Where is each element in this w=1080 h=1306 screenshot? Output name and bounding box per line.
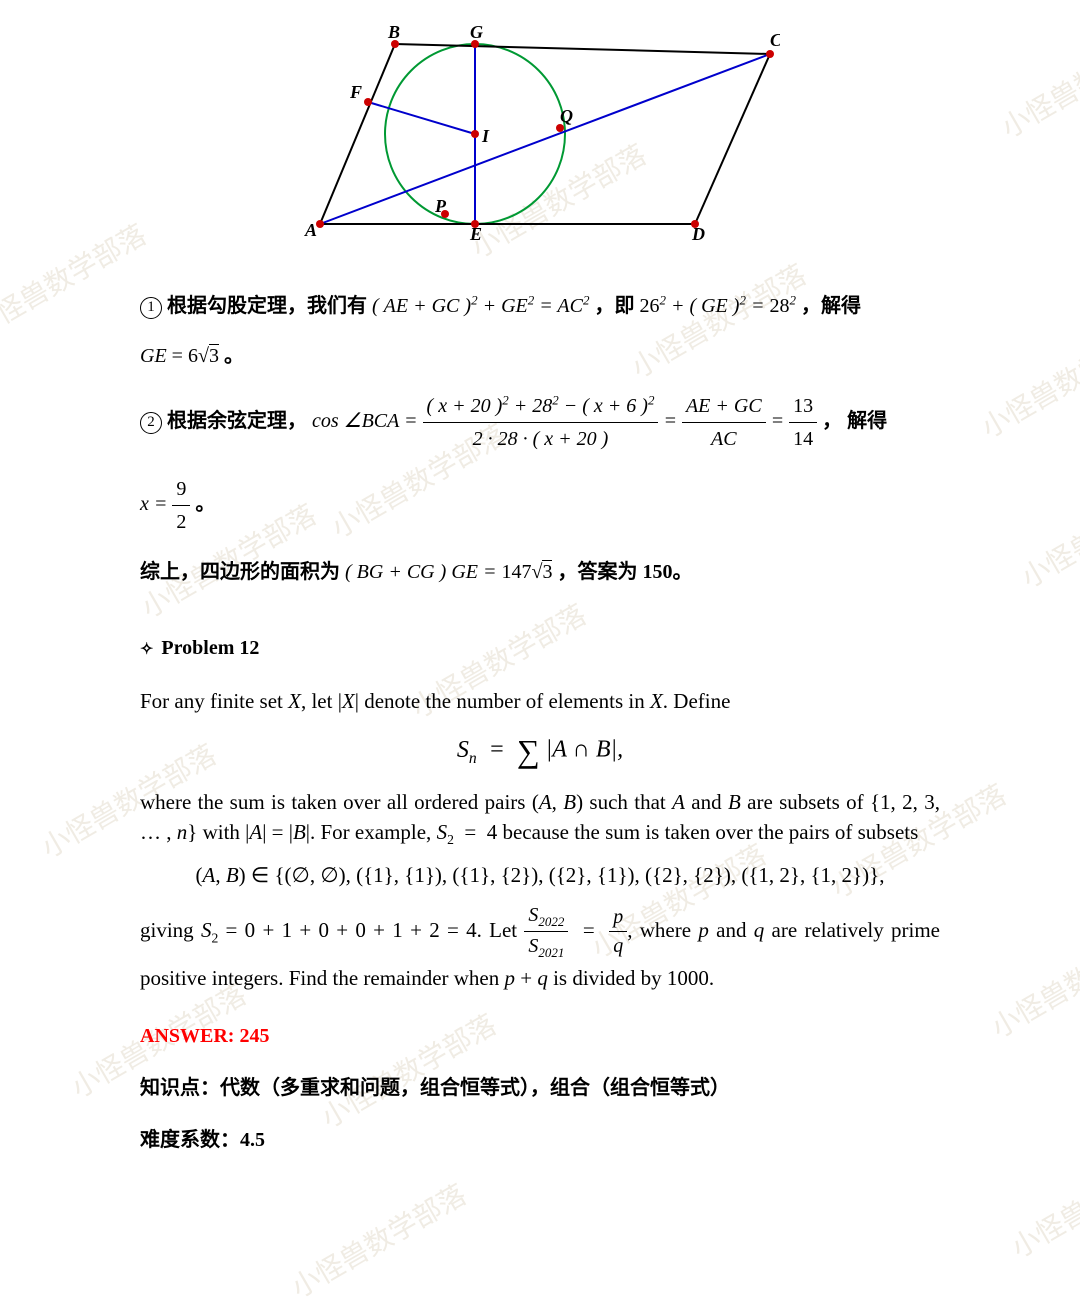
step2-eq1: =: [663, 410, 682, 432]
step2-eq2: =: [771, 410, 790, 432]
problem-body: For any finite set X, let |X| denote the…: [140, 686, 940, 994]
knowledge-points: 知识点：代数（多重求和问题，组合恒等式），组合（组合恒等式）: [140, 1072, 940, 1104]
svg-text:F: F: [349, 82, 362, 102]
answer-line: ANSWER: 245: [140, 1020, 940, 1052]
step1-eq: ( AE + GC )2 + GE2 = AC2: [372, 295, 589, 317]
conclusion-suffix: ，答案为 150。: [557, 561, 692, 583]
watermark: 小怪兽数学部落: [283, 1174, 473, 1306]
diagram-svg: A B C D E F G I P Q: [300, 24, 780, 244]
svg-text:C: C: [770, 30, 780, 50]
geometry-diagram: A B C D E F G I P Q: [140, 0, 940, 272]
conclusion-prefix: 综上，四边形的面积为: [140, 561, 340, 583]
step1-eq2: 262 + ( GE )2 = 282: [639, 295, 796, 317]
step2-suffix: ， 解得: [822, 410, 887, 432]
svg-text:A: A: [304, 220, 317, 240]
problem-number: Problem 12: [161, 637, 259, 659]
svg-text:D: D: [691, 224, 705, 244]
problem-p1: For any finite set X, let |X| denote the…: [140, 686, 940, 716]
conclusion-expr: ( BG + CG ) GE = 147√3: [345, 560, 552, 583]
problem-set-line: (A, B) ∈ {(∅, ∅), ({1}, {1}), ({1}, {2})…: [140, 860, 940, 890]
step1-suffix: ，解得: [801, 295, 861, 317]
step2-frac1: ( x + 20 )2 + 282 − ( x + 6 )2 2 · 28 · …: [423, 390, 659, 455]
step-2: 2 根据余弦定理， cos ∠BCA = ( x + 20 )2 + 282 −…: [140, 390, 940, 455]
sn-equation: Sn = ∑ |A ∩ B|,: [140, 728, 940, 774]
diamond-icon: ✧: [140, 641, 153, 658]
svg-text:E: E: [469, 224, 482, 244]
step-number-2: 2: [140, 412, 162, 434]
page-content: A B C D E F G I P Q 1 根据勾股定理，我们有 ( AE + GC )2 + G…: [0, 0, 1080, 1156]
svg-text:G: G: [470, 24, 483, 42]
step2-cos: cos ∠BCA =: [312, 410, 423, 432]
step2-frac2: AE + GC AC: [682, 390, 766, 455]
step1-prefix: 根据勾股定理，我们有: [167, 295, 367, 317]
step2-prefix: 根据余弦定理，: [167, 410, 307, 432]
conclusion: 综上，四边形的面积为 ( BG + CG ) GE = 147√3 ，答案为 1…: [140, 556, 940, 588]
svg-text:B: B: [387, 24, 400, 42]
problem-heading: ✧ Problem 12: [140, 632, 940, 664]
step1-mid: ，即: [594, 295, 634, 317]
svg-text:Q: Q: [560, 106, 573, 126]
problem-p2: where the sum is taken over all ordered …: [140, 787, 940, 850]
step2-result: x = 92 。: [140, 473, 940, 538]
step1-result: GE = 6√3 。: [140, 340, 940, 372]
step2-frac3: 1314: [789, 390, 817, 455]
problem-p3: giving S2 = 0 + 1 + 0 + 0 + 1 + 2 = 4. L…: [140, 901, 940, 994]
step-1: 1 根据勾股定理，我们有 ( AE + GC )2 + GE2 = AC2 ，即…: [140, 290, 940, 322]
step-number-1: 1: [140, 297, 162, 319]
difficulty: 难度系数：4.5: [140, 1124, 940, 1156]
svg-text:I: I: [481, 126, 490, 146]
svg-text:P: P: [434, 196, 447, 216]
